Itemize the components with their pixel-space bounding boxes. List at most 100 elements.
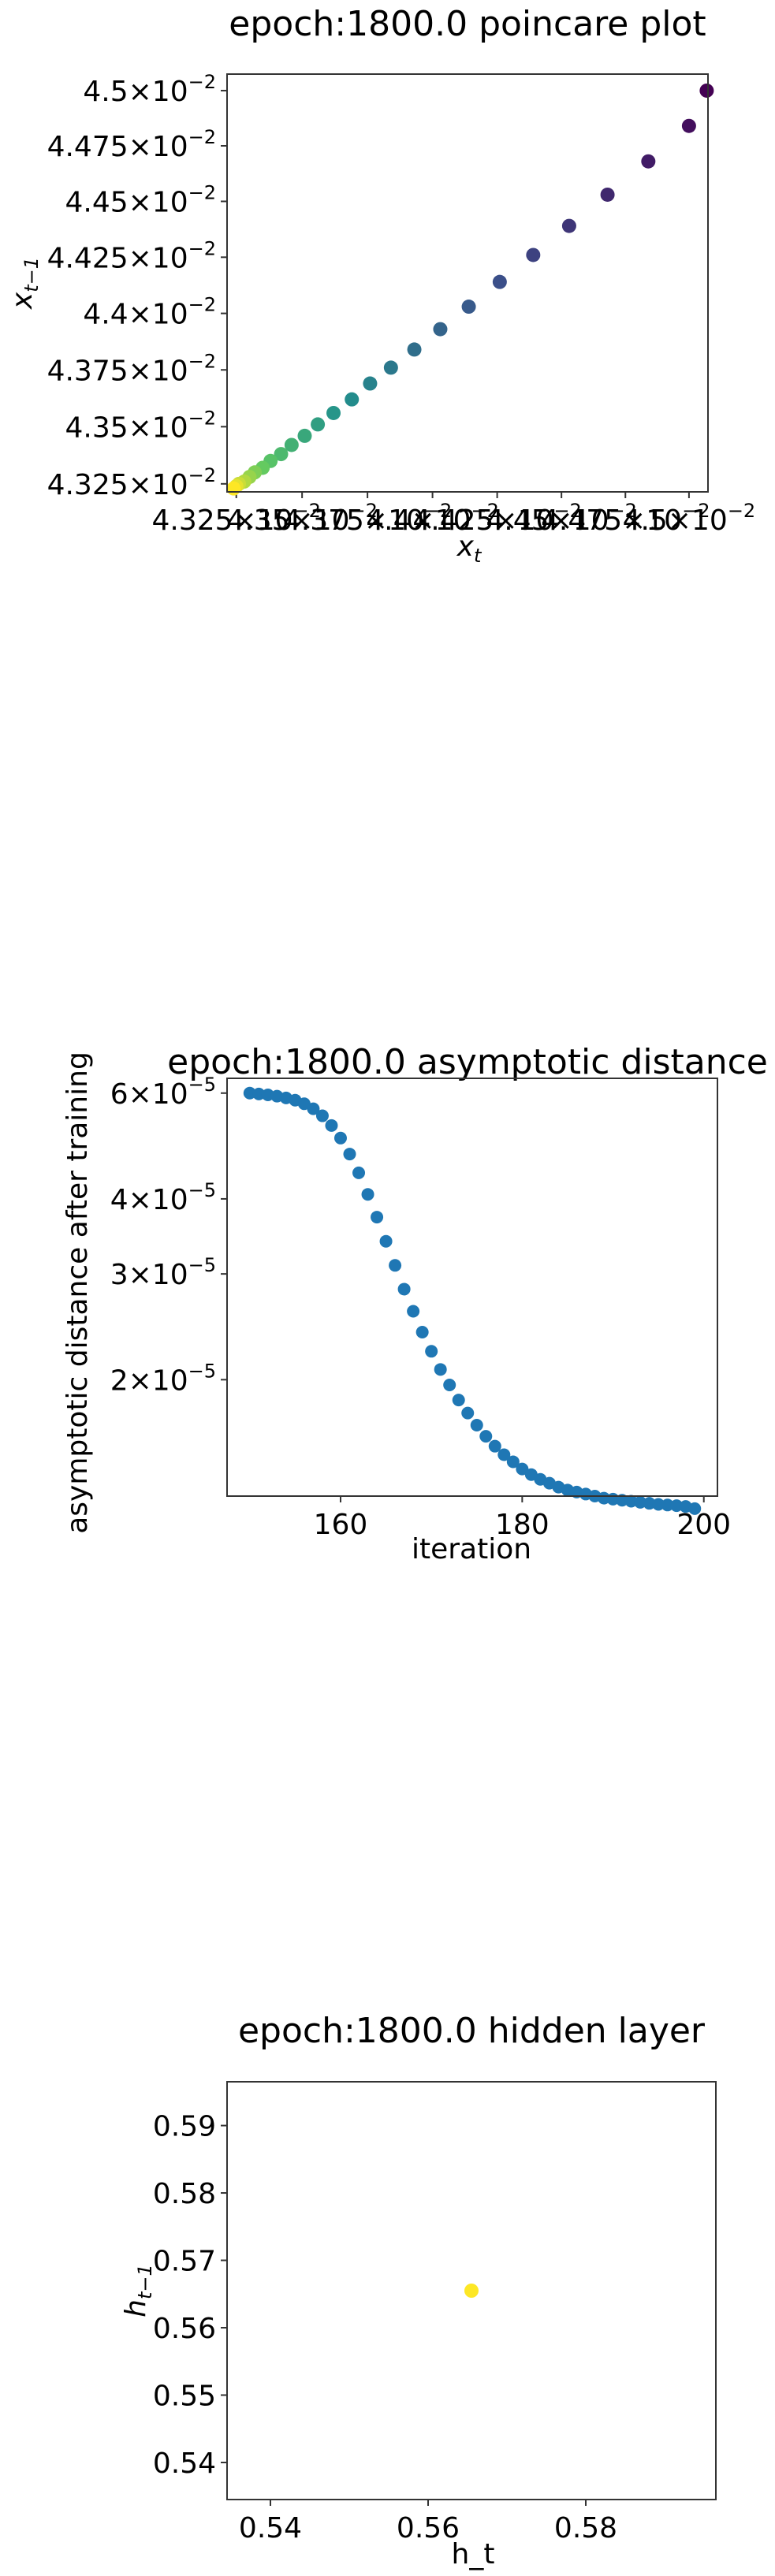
hidden-ytick-label: 0.59 xyxy=(153,2111,216,2143)
poincare-point xyxy=(492,274,507,289)
asymptotic-point xyxy=(661,1498,674,1512)
asymptotic-title: epoch:1800.0 asymptotic distance xyxy=(167,1042,768,1082)
poincare-point xyxy=(345,392,360,407)
asymptotic-ylabel: asymptotic distance after training xyxy=(61,1052,94,1534)
poincare-ytick-label: 4.425×10−2 xyxy=(47,237,216,274)
poincare-xtick-label: 4.325×10−2 xyxy=(152,500,321,537)
asymptotic-xtick-label: 180 xyxy=(495,1509,550,1541)
asymptotic-ytick-label: 2×10−5 xyxy=(110,1360,216,1397)
poincare-point xyxy=(274,447,289,462)
hidden-ylabel: ht−1 xyxy=(120,2264,156,2317)
poincare-ticks: 4.325×10−24.35×10−24.375×10−24.4×10−24.4… xyxy=(47,71,756,537)
hidden-ytick-label: 0.55 xyxy=(153,2381,216,2413)
hidden-xtick-label: 0.58 xyxy=(554,2512,617,2544)
poincare-ytick-label: 4.4×10−2 xyxy=(83,294,216,331)
asymptotic-point xyxy=(333,1131,347,1145)
poincare-xtick-label: 4.375×10−2 xyxy=(283,500,452,537)
poincare-xtick-label: 4.5×10−2 xyxy=(623,500,756,537)
poincare-points xyxy=(226,83,714,496)
hidden-xtick-label: 0.56 xyxy=(397,2512,460,2544)
asymptotic-point xyxy=(461,1406,475,1420)
asymptotic-xlabel: iteration xyxy=(412,1533,531,1565)
hidden-xlabel: h_t xyxy=(452,2538,495,2570)
poincare-ytick-label: 4.475×10−2 xyxy=(47,126,216,163)
asymptotic-xtick-label: 160 xyxy=(314,1509,368,1541)
poincare-point xyxy=(641,154,656,169)
asymptotic-point xyxy=(252,1087,266,1100)
asymptotic-point xyxy=(506,1455,520,1469)
poincare-xtick-label: 4.45×10−2 xyxy=(486,500,637,537)
poincare-point xyxy=(326,405,341,420)
poincare-point xyxy=(681,118,696,133)
asymptotic-point xyxy=(425,1345,438,1358)
asymptotic-point xyxy=(407,1305,420,1318)
asymptotic-point xyxy=(479,1430,493,1443)
asymptotic-point xyxy=(325,1119,338,1132)
asymptotic-point xyxy=(352,1166,366,1179)
poincare-ytick-label: 4.35×10−2 xyxy=(65,407,216,444)
poincare-xtick-label: 4.475×10−2 xyxy=(541,500,710,537)
asymptotic-point xyxy=(497,1448,511,1461)
asymptotic-point xyxy=(488,1439,501,1453)
asymptotic-point xyxy=(415,1325,429,1338)
asymptotic-point xyxy=(688,1502,702,1515)
poincare-xtick-label: 4.425×10−2 xyxy=(412,500,581,537)
poincare-ytick-label: 4.5×10−2 xyxy=(83,71,216,108)
poincare-point xyxy=(433,322,448,337)
asymptotic-point xyxy=(343,1148,356,1161)
poincare-ytick-label: 4.45×10−2 xyxy=(65,181,216,218)
asymptotic-ticks: 6×10−5 4×10−5 3×10−5 2×10−5 160 180 200 xyxy=(110,1074,731,1541)
poincare-ytick-label: 4.325×10−2 xyxy=(47,464,216,501)
hidden-ytick-label: 0.56 xyxy=(153,2313,216,2345)
poincare-point xyxy=(561,218,576,233)
hidden-layer-chart: epoch:1800.0 hidden layer 0.590.580.570.… xyxy=(120,2011,717,2570)
asymptotic-point xyxy=(379,1234,393,1248)
poincare-point xyxy=(526,248,541,262)
asymptotic-xtick-label: 200 xyxy=(676,1509,731,1541)
hidden-point xyxy=(464,2284,479,2298)
asymptotic-ytick-label: 6×10−5 xyxy=(110,1074,216,1111)
asymptotic-point xyxy=(397,1282,411,1296)
poincare-point xyxy=(407,342,422,357)
asymptotic-point xyxy=(652,1498,665,1511)
asymptotic-ytick-label: 3×10−5 xyxy=(110,1254,216,1291)
hidden-xtick-label: 0.54 xyxy=(239,2512,302,2544)
poincare-chart: epoch:1800.0 poincare plot 4.325×10−24.3… xyxy=(6,4,755,567)
poincare-ytick-label: 4.375×10−2 xyxy=(47,350,216,387)
asymptotic-point xyxy=(243,1086,256,1100)
asymptotic-point xyxy=(389,1259,402,1272)
asymptotic-ytick-label: 4×10−5 xyxy=(110,1179,216,1216)
asymptotic-point xyxy=(434,1363,447,1376)
asymptotic-chart: epoch:1800.0 asymptotic distance 6×10−5 4… xyxy=(61,1042,768,1565)
poincare-point xyxy=(600,187,615,202)
poincare-point xyxy=(284,437,299,452)
poincare-point xyxy=(363,376,378,391)
hidden-points xyxy=(464,2284,479,2298)
poincare-point xyxy=(226,481,241,496)
hidden-ticks: 0.59 0.58 0.57 0.56 0.55 0.54 0.54 0.56 0.58 xyxy=(153,2111,617,2544)
hidden-plot-frame xyxy=(226,2081,717,2500)
asymptotic-point xyxy=(307,1102,320,1115)
poincare-xtick-label: 4.35×10−2 xyxy=(226,500,378,537)
poincare-point xyxy=(461,300,476,315)
poincare-point xyxy=(297,428,312,443)
asymptotic-points xyxy=(243,1086,702,1515)
asymptotic-point xyxy=(361,1188,374,1201)
hidden-ytick-label: 0.58 xyxy=(153,2178,216,2210)
hidden-title: epoch:1800.0 hidden layer xyxy=(238,2011,706,2051)
poincare-point xyxy=(699,83,714,98)
asymptotic-point xyxy=(470,1419,483,1432)
asymptotic-point xyxy=(452,1394,465,1407)
asymptotic-point xyxy=(516,1462,529,1476)
hidden-ytick-label: 0.57 xyxy=(153,2246,216,2278)
poincare-point xyxy=(383,360,398,375)
asymptotic-point xyxy=(315,1109,329,1122)
poincare-point xyxy=(311,417,326,432)
poincare-title: epoch:1800.0 poincare plot xyxy=(229,4,706,44)
asymptotic-plot-frame xyxy=(226,1078,718,1497)
asymptotic-point xyxy=(670,1499,684,1513)
asymptotic-point xyxy=(371,1211,384,1224)
poincare-plot-frame xyxy=(226,73,709,493)
hidden-ytick-label: 0.54 xyxy=(153,2448,216,2480)
